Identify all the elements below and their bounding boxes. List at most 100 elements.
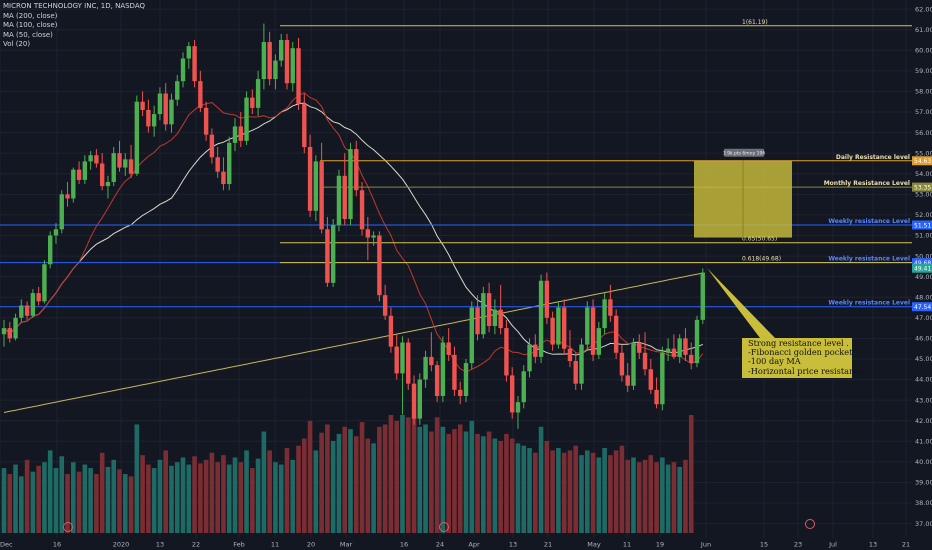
note-line: -Fibonacci golden pocket (748, 347, 853, 358)
price-tick-label: 38.00 (915, 499, 932, 507)
candle-body (342, 175, 347, 220)
candle-body (573, 361, 578, 384)
candle-body (406, 342, 411, 384)
callout-pointer (707, 268, 775, 338)
price-tick-label: 50.00 (915, 252, 932, 260)
time-tick-label: 13 (509, 541, 517, 549)
candle-body (561, 307, 567, 349)
volume-bar (538, 426, 544, 533)
volume-bar (515, 443, 521, 533)
callout-pointer-shape (707, 268, 775, 338)
range-box-label-bg (724, 148, 764, 157)
candle-body (521, 371, 526, 403)
annotation-note[interactable]: Strong resistance level . -Fibonacci gol… (742, 338, 864, 378)
volume-bars (1, 415, 815, 533)
volume-bar (492, 438, 498, 533)
time-tick-label: 19 (656, 541, 664, 549)
level-price-tag-text: 47.54 (914, 304, 931, 311)
volume-bar (550, 450, 555, 533)
level-price-tag (912, 182, 932, 192)
volume-bar (250, 468, 255, 533)
volume-bar (255, 458, 261, 533)
candle-body (330, 225, 336, 283)
candle-body (221, 171, 226, 185)
volume-bar (146, 464, 151, 533)
candle-body (94, 155, 99, 164)
candle-body (700, 272, 705, 320)
candle-body (232, 126, 238, 143)
volume-bar (19, 476, 24, 533)
volume-bar (24, 459, 30, 533)
volume-bar (7, 474, 13, 533)
candle-body (261, 42, 267, 80)
candle-body (440, 342, 446, 397)
volume-bar (394, 420, 399, 533)
candle-body (354, 149, 359, 191)
volume-bar (290, 459, 296, 533)
candles[interactable] (1, 23, 705, 429)
candle-body (65, 194, 70, 199)
legend-ma100[interactable]: MA (100, close) (3, 21, 58, 30)
volume-bar (683, 459, 688, 533)
volume-bar (654, 462, 659, 533)
volume-bar (88, 468, 93, 533)
price-tick-label: 54.00 (915, 170, 932, 178)
volume-bar (613, 450, 619, 533)
candle-body (359, 190, 365, 230)
volume-bar (157, 459, 163, 533)
legend-ma50[interactable]: MA (50, close) (3, 30, 53, 39)
price-axis-bg (912, 0, 932, 550)
volume-bar (278, 464, 284, 533)
range-box[interactable]: 3.9k pts 6mny 196 (694, 148, 792, 238)
price-tick-label: 37.00 (915, 520, 932, 528)
level-label: Monthly Resistance Level (824, 180, 910, 187)
candle-body (452, 354, 457, 390)
volume-bar (608, 455, 613, 533)
level-label: Weekly resistance Level (828, 256, 910, 263)
candle-body (365, 229, 371, 238)
price-axis[interactable]: 37.00 38.00 39.00 40.00 41.00 42.00 43.00 44.00… (912, 0, 932, 550)
volume-bar (302, 438, 307, 533)
candle-body (671, 348, 677, 357)
symbol-title[interactable]: MICRON TECHNOLOGY INC, 1D, NASDAQ (3, 2, 146, 10)
volume-bar (400, 415, 405, 533)
candle-body (279, 39, 284, 61)
candle-body (463, 363, 469, 397)
candle-body (273, 60, 278, 80)
volume-bar (122, 474, 128, 533)
candle-body (642, 352, 648, 370)
candle-body (608, 299, 613, 316)
volume-bar (94, 474, 99, 533)
time-axis[interactable]: Dec 16 2020 13 22 Feb 11 20 Mar 16 24 Apr 13 21 May 11 1… (0, 538, 932, 550)
candle-body (556, 307, 561, 345)
volume-bar (163, 450, 168, 533)
price-tick-label: 48.00 (915, 293, 932, 301)
candle-body (290, 48, 295, 84)
candle-body (209, 134, 215, 158)
candle-body (146, 109, 151, 127)
legend-vol[interactable]: Vol (20) (3, 40, 31, 49)
volume-bar (625, 459, 630, 533)
candle-body (377, 235, 382, 296)
candle-body (417, 379, 422, 419)
volume-bar (377, 426, 382, 533)
price-tick-label: 58.00 (915, 88, 932, 96)
legend-ma200[interactable]: MA (200, close) (3, 11, 58, 20)
volume-bar (348, 429, 353, 533)
level-price-tag (912, 302, 932, 312)
time-tick-label: 15 (760, 541, 768, 549)
volume-bar (619, 445, 625, 533)
volume-bar (151, 468, 157, 533)
last-price-tag-text: 49.41 (914, 266, 931, 273)
time-tick-label: 22 (192, 541, 200, 549)
candle-body (163, 93, 168, 125)
volume-bar (434, 417, 440, 533)
price-tick-label: 46.00 (915, 335, 932, 343)
time-tick-label: Dec (0, 541, 13, 549)
candle-body (180, 58, 186, 82)
candle-body (111, 153, 116, 182)
level-lines: 1(61.19) Daily Resistance level Monthly Re… (0, 19, 912, 308)
volume-bar (573, 445, 579, 533)
volume-bar (13, 464, 18, 533)
